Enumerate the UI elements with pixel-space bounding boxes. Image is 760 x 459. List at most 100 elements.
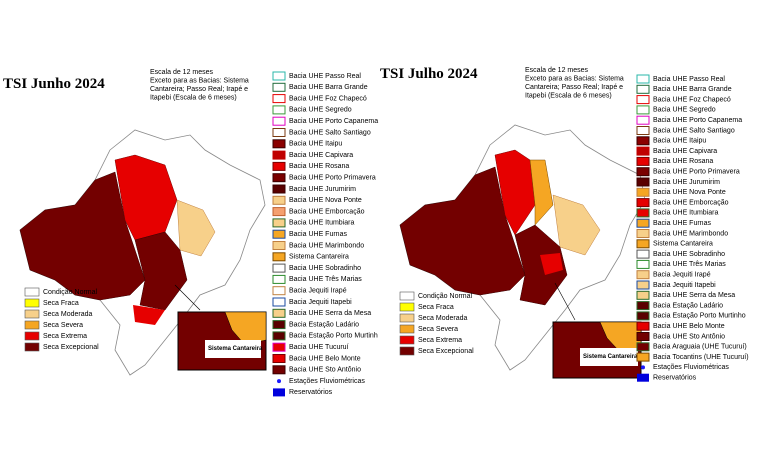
reservoir-symbol — [273, 388, 285, 397]
basin-label: Bacia UHE Furnas — [653, 220, 711, 227]
basin-swatch — [272, 218, 286, 228]
inset-label: Sistema Cantareira — [583, 354, 638, 360]
region — [134, 231, 188, 311]
inset-label-bg — [580, 348, 638, 366]
basin-swatch — [636, 105, 650, 115]
basin-label: Bacia UHE Serra da Mesa — [289, 310, 371, 317]
basin-swatch — [272, 105, 286, 115]
basin-swatch — [636, 187, 650, 197]
inset-june — [177, 311, 267, 371]
scale-note: Escala de 12 meses — [525, 67, 589, 74]
basin-label: Bacia UHE Porto Capanema — [653, 117, 742, 124]
basin-swatch — [272, 252, 286, 262]
basin-swatch — [272, 161, 286, 171]
basin-swatch — [272, 365, 286, 375]
region — [540, 253, 563, 275]
legend-swatch — [399, 302, 415, 312]
region — [19, 171, 146, 301]
basin-label: Bacia UHE Sto Antônio — [289, 367, 361, 374]
basin-label: Bacia UHE Sobradinho — [653, 251, 725, 258]
basin-label: Bacia UHE Salto Santiago — [289, 129, 371, 136]
basin-label: Bacia UHE Serra da Mesa — [653, 292, 735, 299]
basin-label: Bacia UHE Segredo — [653, 107, 716, 114]
basin-label: Sistema Cantareira — [653, 241, 713, 248]
scale-note: Cantareira; Passo Real; Irapé e — [525, 84, 623, 91]
basin-swatch — [636, 259, 650, 269]
station-symbol — [641, 365, 645, 370]
basin-label: Bacia UHE Foz Chapecó — [653, 96, 731, 103]
inset-pointer — [554, 282, 576, 321]
legend-swatch — [399, 313, 415, 323]
region — [552, 194, 601, 256]
station-symbol — [277, 379, 281, 384]
legend-label: Seca Severa — [43, 322, 83, 329]
scale-note: Exceto para as Bacias: Sistema — [525, 76, 624, 83]
basin-swatch — [636, 332, 650, 341]
basin-label: Bacia UHE Sto Antônio — [653, 333, 725, 340]
basin-label: Bacia UHE Porto Primavera — [289, 175, 376, 182]
region — [529, 159, 554, 226]
basin-label: Bacia UHE Três Marias — [653, 261, 726, 268]
basin-swatch — [636, 74, 650, 84]
legend-swatch — [24, 287, 40, 297]
basin-label: Bacia UHE Capivara — [289, 152, 353, 159]
basin-label: Bacia UHE Tucuruí — [289, 344, 349, 351]
basin-swatch — [636, 280, 650, 290]
basin-swatch — [272, 342, 286, 352]
basin-label: Estações Fluviométricas — [653, 364, 729, 371]
basin-label: Bacia UHE Segredo — [289, 107, 352, 114]
scale-note: Escala de 12 meses — [150, 69, 214, 76]
basin-label: Reservatórios — [289, 389, 333, 396]
legend-swatch — [24, 298, 40, 308]
basin-swatch — [272, 207, 286, 217]
legend-label: Seca Excepcional — [43, 344, 99, 351]
basin-swatch — [636, 321, 650, 331]
basin-swatch — [272, 71, 286, 81]
legend-swatch — [399, 324, 415, 334]
basin-swatch — [272, 274, 286, 284]
basin-swatch — [636, 218, 650, 228]
basin-label: Bacia UHE Nova Ponte — [289, 197, 362, 204]
panel-title: TSI Julho 2024 — [380, 66, 478, 82]
basin-label: Bacia UHE Itaipu — [653, 138, 706, 145]
basin-swatch — [636, 229, 650, 238]
legend-swatch — [24, 342, 40, 352]
basin-swatch — [272, 263, 286, 273]
basin-label: Bacia UHE Marimbondo — [653, 230, 728, 237]
basin-swatch — [636, 198, 650, 208]
legend-swatch — [399, 335, 415, 345]
basin-label: Bacia UHE Porto Primavera — [653, 169, 740, 176]
basin-swatch — [272, 286, 286, 296]
region — [133, 305, 165, 325]
basin-label: Bacia UHE Emborcação — [653, 199, 729, 206]
basin-label: Bacia UHE Jurumirim — [289, 186, 356, 193]
basin-swatch — [636, 84, 650, 94]
basin-swatch — [272, 139, 286, 149]
legend-label: Seca Fraca — [418, 304, 454, 311]
basin-swatch — [636, 177, 650, 187]
basin-swatch — [636, 95, 650, 105]
basin-swatch — [636, 167, 650, 177]
scale-note: Itapebi (Escala de 6 meses) — [150, 95, 237, 102]
basin-swatch — [636, 301, 650, 311]
basin-swatch — [636, 156, 650, 166]
basin-label: Bacia UHE Foz Chapecó — [289, 95, 367, 102]
basin-label: Bacia UHE Porto Capanema — [289, 118, 378, 125]
basin-swatch — [636, 208, 650, 218]
basin-swatch — [636, 115, 650, 125]
basin-label: Sistema Cantareira — [289, 254, 349, 261]
basin-swatch — [636, 290, 650, 300]
basin-label: Bacia UHE Emborcação — [289, 208, 365, 215]
inset-label: Sistema Cantareira — [208, 346, 263, 352]
basin-label: Bacia UHE Nova Ponte — [653, 189, 726, 196]
basin-swatch — [272, 184, 286, 194]
legend-label: Seca Severa — [418, 326, 458, 333]
scale-note: Cantareira; Passo Real; Irapé e — [150, 86, 248, 93]
basin-swatch — [272, 241, 286, 250]
basin-label: Bacia UHE Belo Monte — [653, 323, 725, 330]
basin-label: Bacia UHE Belo Monte — [289, 355, 361, 362]
basin-label: Bacia Jequiti Irapé — [289, 288, 347, 295]
inset-pointer — [174, 284, 201, 311]
region — [176, 199, 216, 257]
basin-label: Bacia UHE Passo Real — [289, 73, 361, 80]
